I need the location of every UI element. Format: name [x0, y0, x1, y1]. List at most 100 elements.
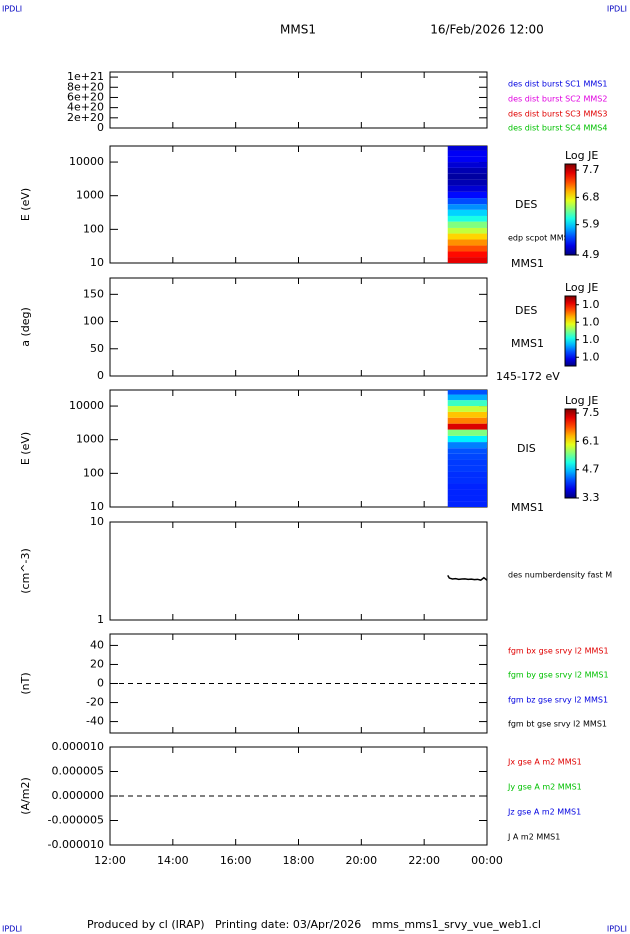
- y-tick-label: 10: [90, 515, 104, 528]
- annotation: MMS1: [511, 257, 544, 270]
- spectrogram-cell: [447, 150, 487, 157]
- spectrogram-cell: [447, 179, 487, 186]
- spacecraft: MMS1: [280, 23, 316, 37]
- panel: (cm^-3) 1 10 des numberdensity fast M: [19, 515, 612, 626]
- y-tick-label: 4e+20: [67, 101, 104, 114]
- annotation: MMS1: [511, 337, 544, 350]
- spectrogram-cell: [447, 146, 487, 151]
- spectrogram-cell: [447, 501, 487, 507]
- spectrogram-cell: [447, 435, 487, 443]
- y-tick-label: 0: [97, 677, 104, 690]
- y-tick-label: 100: [83, 222, 104, 235]
- colorbar-label: Log JE: [565, 281, 598, 294]
- legend-entry: des dist burst SC3 MMS3: [508, 110, 607, 119]
- x-tick-label: 14:00: [157, 854, 189, 867]
- spectrogram-cell: [447, 471, 487, 478]
- y-tick-label: 0: [97, 121, 104, 134]
- y-tick-label: 0: [97, 369, 104, 382]
- y-tick-label: 40: [90, 638, 104, 651]
- annotation: 145-172 eV: [496, 370, 560, 383]
- spectrogram-cell: [447, 406, 487, 412]
- spectrogram-cell: [447, 239, 487, 246]
- spectrogram-cell: [447, 417, 487, 424]
- legend-entry: fgm bt gse srvy l2 MMS1: [508, 720, 607, 729]
- legend-entry: J A m2 MMS1: [507, 833, 560, 842]
- footer: Produced by cl (IRAP) Printing date: 03/…: [87, 918, 541, 931]
- colorbar-tick-label: 7.7: [582, 163, 600, 176]
- panel: (nT) -40 -20 0 20 40 fgm bx gse srvy l2 MMS1 fg…: [19, 633, 609, 734]
- spectrogram-cell: [447, 227, 487, 234]
- y-tick-label: 10000: [69, 399, 104, 412]
- y-axis-label: (cm^-3): [19, 548, 32, 594]
- x-tick-label: 22:00: [408, 854, 440, 867]
- y-tick-label: 8e+20: [67, 80, 104, 93]
- colorbar-tick-label: 4.7: [582, 463, 600, 476]
- y-axis-label: E (eV): [19, 432, 32, 465]
- colorbar: [564, 295, 577, 367]
- colorbar-label: Log JE: [565, 149, 598, 162]
- y-axis-label: a (deg): [19, 307, 32, 347]
- colorbar-tick-label: 5.9: [582, 218, 600, 231]
- annotation: MMS1: [511, 501, 544, 514]
- colorbar-tick-label: 6.1: [582, 434, 600, 447]
- spectrogram-cell: [447, 483, 487, 490]
- corner-label: IPDLI: [2, 5, 22, 14]
- spectrogram-cell: [447, 423, 487, 430]
- y-axis-label: E (eV): [19, 188, 32, 221]
- x-tick-label: 16:00: [220, 854, 252, 867]
- annotation: edp scpot MMS1: [508, 234, 574, 243]
- spectrogram-cell: [447, 215, 487, 222]
- corner-label: IPDLI: [607, 5, 627, 14]
- spectrogram-cell: [447, 233, 487, 240]
- y-tick-label: -40: [86, 715, 104, 728]
- legend-entry: des dist burst SC4 MMS4: [508, 124, 607, 133]
- spectrogram-cell: [447, 465, 487, 472]
- y-tick-label: 10: [90, 500, 104, 513]
- spectrogram-cell: [447, 221, 487, 228]
- corner-label: IPDLI: [2, 925, 22, 934]
- spectrogram-cell: [447, 191, 487, 199]
- legend-entry: fgm bz gse srvy l2 MMS1: [508, 696, 608, 705]
- colorbar-tick-label: 1.0: [582, 333, 600, 346]
- legend-entry: Jx gse A m2 MMS1: [507, 758, 582, 767]
- y-tick-label: 0.000000: [52, 789, 105, 802]
- colorbar-tick-label: 1.0: [582, 350, 600, 363]
- legend-entry: Jz gse A m2 MMS1: [507, 808, 581, 817]
- colorbar: [564, 163, 577, 256]
- x-tick-label: 18:00: [283, 854, 315, 867]
- legend-entry: des dist burst SC1 MMS1: [508, 80, 607, 89]
- panel-frame: [109, 389, 488, 508]
- spectrogram-cell: [447, 245, 487, 252]
- colorbar-tick-label: 1.0: [582, 315, 600, 328]
- spectrogram-cell: [447, 477, 487, 484]
- panel: E (eV) 10 100 1000 10000 DIS MMS1 Log JE7.5 6.1 4…: [19, 389, 600, 514]
- panel-frame: [109, 277, 488, 377]
- spectrogram-cell: [447, 204, 487, 210]
- panel-frame: [109, 71, 488, 129]
- spectrogram-cell: [447, 453, 487, 460]
- annotation: DIS: [517, 442, 536, 455]
- spectrogram-cell: [447, 162, 487, 168]
- y-axis-label: (A/m2): [19, 777, 32, 815]
- annotation: DES: [515, 304, 537, 317]
- y-tick-label: 10: [90, 256, 104, 269]
- colorbar-tick-label: 3.3: [582, 491, 600, 504]
- y-tick-label: -0.000010: [48, 838, 104, 851]
- y-tick-label: 10000: [69, 155, 104, 168]
- spectrogram-cell: [447, 390, 487, 395]
- panel-frame: [109, 521, 488, 621]
- colorbar: [564, 408, 577, 499]
- colorbar-tick-label: 4.9: [582, 248, 600, 261]
- panel-frame: [109, 145, 488, 264]
- spectrogram-cell: [447, 400, 487, 407]
- y-tick-label: 0.000010: [52, 740, 105, 753]
- panel: E (eV) 10 100 1000 10000 DES edp scpot MMS1 MMS…: [19, 145, 600, 270]
- y-tick-label: 1: [97, 613, 104, 626]
- date: 16/Feb/2026 12:00: [430, 23, 544, 37]
- y-tick-label: 100: [83, 466, 104, 479]
- spectrogram-cell: [447, 448, 487, 454]
- legend-entry: fgm by gse srvy l2 MMS1: [508, 671, 609, 680]
- annotation: DES: [515, 198, 537, 211]
